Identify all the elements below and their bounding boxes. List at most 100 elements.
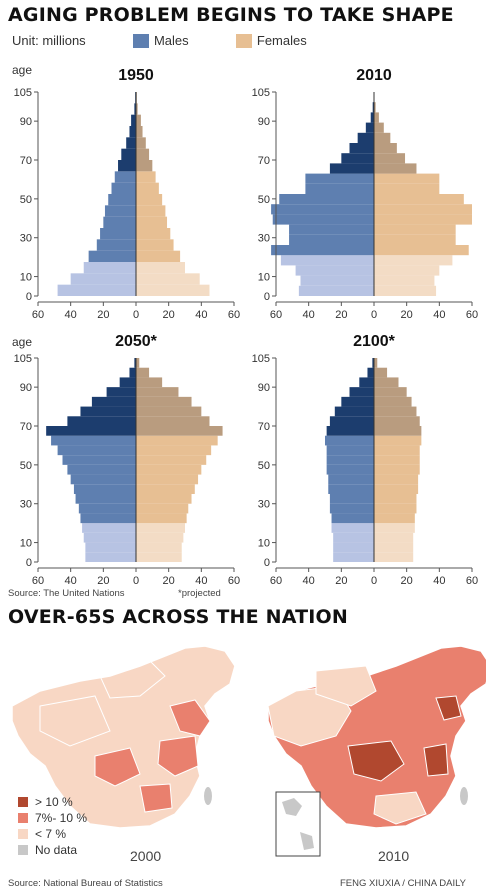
- pyramid-bar-1-female-17: [374, 112, 379, 123]
- pyramid-bar-2-male-7: [73, 484, 136, 494]
- source-un: Source: The United Nations: [8, 588, 125, 599]
- pyramid-bar-3-male-18: [359, 377, 374, 388]
- pyramid-bar-1-male-5: [289, 234, 374, 245]
- pyramid-y-tick-label-2-5: 90: [20, 382, 32, 394]
- pyramid-bar-2-female-20: [136, 358, 140, 368]
- pyramid-bar-3-female-19: [374, 367, 388, 378]
- pyramid-x-tick-label-2-2: 20: [97, 575, 109, 587]
- pyramid-bar-2-female-5: [136, 503, 189, 514]
- pyramid-bar-3-female-3: [374, 523, 415, 533]
- map-2000-province-a: [169, 699, 211, 737]
- pyramid-y-tick-label-3-4: 70: [258, 421, 270, 433]
- pyramid-x-tick-label-2-1: 40: [65, 575, 77, 587]
- pyramid-y-tick-label-2-3: 50: [20, 460, 32, 472]
- pyramid-x-tick-label-0-3: 0: [133, 309, 139, 321]
- pyramid-bar-3-female-0: [374, 552, 414, 562]
- pyramid-title-3: 2100*: [353, 333, 396, 350]
- map-2000-taiwan: [204, 787, 212, 805]
- pyramid-bar-2-male-12: [51, 435, 136, 446]
- pyramid-bar-1-male-7: [272, 214, 374, 225]
- pyramid-bar-3-female-4: [374, 513, 415, 524]
- pyramid-y-tick-label-0-3: 50: [20, 194, 32, 206]
- pyramid-bar-0-male-0: [57, 284, 136, 296]
- source-nbs: Source: National Bureau of Statistics: [8, 878, 163, 889]
- pyramid-title-2: 2050*: [115, 333, 158, 350]
- pyramid-y-tick-label-1-6: 105: [252, 87, 270, 99]
- pyramid-bar-2-male-11: [57, 445, 136, 456]
- pyramid-bar-3-male-1: [333, 542, 374, 553]
- pyramid-y-tick-label-2-0: 0: [26, 557, 32, 569]
- pyramid-x-tick-label-0-0: 60: [32, 309, 44, 321]
- pyramid-bar-2-female-7: [136, 484, 195, 494]
- pyramid-bar-0-male-16: [134, 103, 136, 115]
- map-legend-low: < 7 %: [18, 826, 87, 842]
- pyramid-bar-0-male-1: [70, 273, 136, 285]
- pyramid-bar-1-female-1: [374, 275, 435, 286]
- pyramid-bar-0-male-3: [88, 250, 136, 262]
- pyramid-x-tick-label-1-1: 40: [303, 309, 315, 321]
- pyramid-bar-1-female-4: [374, 245, 469, 256]
- pyramid-bar-1-female-13: [374, 153, 406, 164]
- pyramid-bar-2-male-6: [75, 494, 136, 504]
- map-2000-province-c: [94, 747, 141, 787]
- pyramid-bar-0-male-5: [100, 228, 136, 240]
- pyramid-y-tick-label-1-1: 10: [258, 272, 270, 284]
- pyramid-bar-3-male-8: [328, 474, 374, 485]
- pyramid-bar-3-male-19: [367, 367, 374, 378]
- pyramid-bar-2-male-17: [106, 387, 136, 397]
- pyramid-bar-3-male-2: [333, 532, 374, 543]
- pyramid-bar-3-male-17: [349, 387, 374, 397]
- pyramid-bar-2-male-13: [46, 426, 136, 436]
- pyramid-bar-0-female-4: [136, 239, 174, 251]
- pyramid-bar-2-male-15: [80, 406, 136, 417]
- pyramid-bar-1-male-11: [305, 173, 374, 184]
- pyramid-bar-2-female-4: [136, 513, 187, 524]
- pyramid-x-tick-label-2-3: 0: [133, 575, 139, 587]
- pyramid-bar-2-female-6: [136, 494, 192, 504]
- pyramid-bar-0-male-9: [111, 182, 136, 194]
- pyramid-bar-1-male-3: [280, 255, 374, 266]
- map-section-title: OVER-65S ACROSS THE NATION: [8, 606, 349, 628]
- pyramid-bar-1-female-14: [374, 143, 397, 154]
- pyramid-y-tick-label-1-5: 90: [258, 116, 270, 128]
- females-swatch: [235, 33, 252, 48]
- pyramid-x-tick-label-1-3: 0: [371, 309, 377, 321]
- pyramid-x-tick-label-1-6: 60: [466, 309, 478, 321]
- credit: FENG XIUXIA / CHINA DAILY: [340, 878, 466, 889]
- pyramid-bar-3-male-20: [372, 358, 374, 368]
- pyramid-bar-1-male-13: [341, 153, 374, 164]
- pyramid-y-tick-label-0-6: 105: [14, 87, 32, 99]
- pyramid-bar-0-female-1: [136, 273, 200, 285]
- pyramid-bar-2-male-8: [70, 474, 136, 485]
- pyramid-y-tick-label-2-2: 30: [20, 499, 32, 511]
- pyramid-bar-1-male-10: [305, 183, 374, 194]
- pyramid-y-tick-label-3-6: 105: [252, 353, 270, 365]
- pyramid-bar-2-female-1: [136, 542, 182, 553]
- pyramid-bar-1-female-10: [374, 183, 440, 194]
- pyramid-bar-0-female-7: [136, 205, 166, 217]
- pyramid-bar-3-female-6: [374, 494, 417, 504]
- pyramid-bar-0-female-5: [136, 228, 171, 240]
- pyramid-bar-3-male-10: [326, 455, 374, 465]
- pyramid-bar-3-female-10: [374, 455, 420, 465]
- pyramid-bar-0-male-13: [126, 137, 136, 149]
- pyramid-x-tick-label-1-0: 60: [270, 309, 282, 321]
- pyramid-x-tick-label-2-4: 20: [163, 575, 175, 587]
- pyramid-bar-3-male-16: [341, 396, 374, 407]
- pyramid-x-tick-label-3-1: 40: [303, 575, 315, 587]
- pyramid-bar-0-female-15: [136, 114, 141, 126]
- pyramid-bar-0-male-7: [104, 205, 136, 217]
- females-legend-label: Females: [256, 33, 307, 49]
- pyramid-x-tick-label-3-6: 60: [466, 575, 478, 587]
- map-2010-east-high: [423, 743, 449, 777]
- age-axis-label-bottom: age: [12, 335, 32, 349]
- pyramid-y-tick-label-3-0: 0: [264, 557, 270, 569]
- pyramid-x-tick-label-3-2: 20: [335, 575, 347, 587]
- pyramid-bar-1-male-15: [357, 132, 374, 143]
- pyramid-bar-0-female-8: [136, 194, 163, 206]
- pyramid-y-tick-label-3-5: 90: [258, 382, 270, 394]
- pyramid-x-tick-label-3-4: 20: [401, 575, 413, 587]
- pyramid-bar-3-male-14: [329, 416, 374, 426]
- map-2010-taiwan: [460, 787, 468, 805]
- projected-note: *projected: [178, 588, 221, 599]
